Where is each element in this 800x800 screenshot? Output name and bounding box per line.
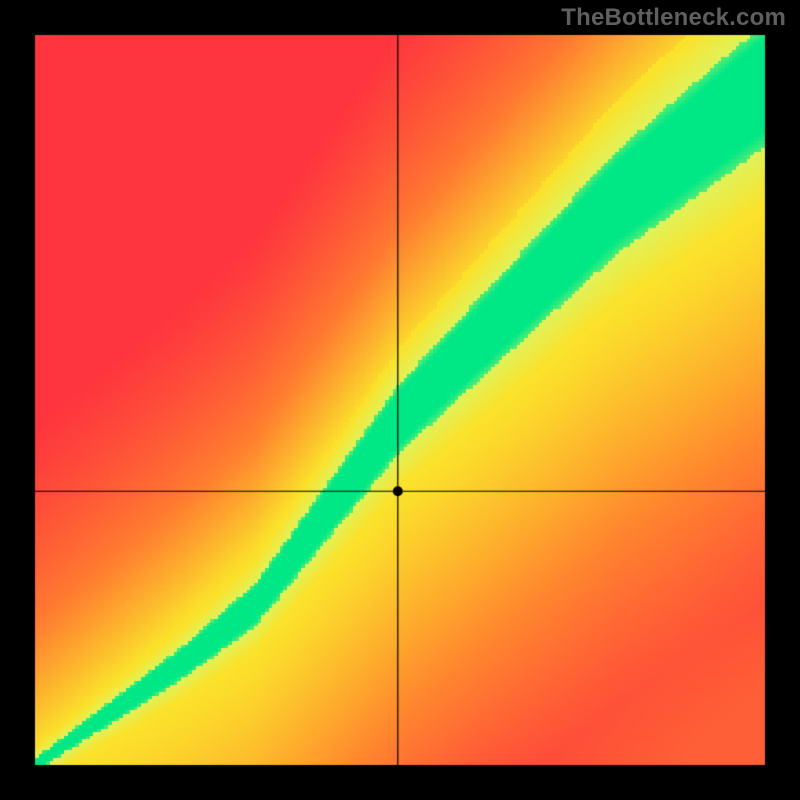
bottleneck-heatmap-canvas: [0, 0, 800, 800]
watermark-text: TheBottleneck.com: [561, 4, 786, 32]
chart-container: TheBottleneck.com: [0, 0, 800, 800]
